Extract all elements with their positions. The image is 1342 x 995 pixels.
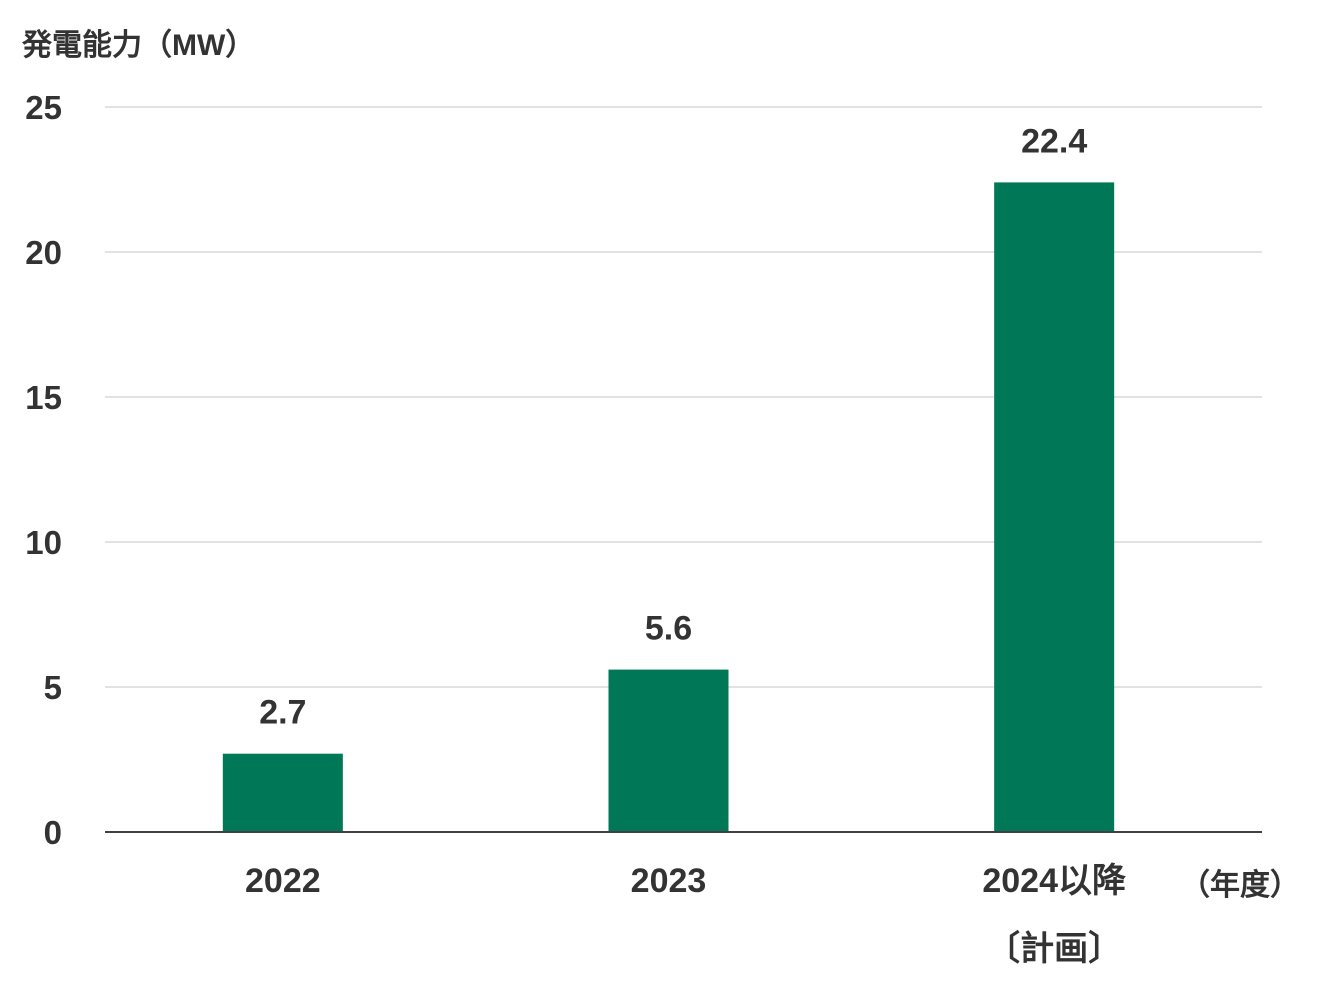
data-labels: 2.7 5.6 22.4 <box>259 122 1087 731</box>
x-category-sublabel: 〔計画〕 <box>986 929 1122 968</box>
y-tick-label: 0 <box>44 814 62 851</box>
y-tick-label: 10 <box>25 524 62 561</box>
x-axis-unit-label: （年度） <box>1180 868 1300 902</box>
y-tick-label: 5 <box>44 669 62 706</box>
bar-2024以降 <box>994 182 1115 832</box>
x-category-label: 2024以降 <box>982 862 1127 900</box>
bar-2023 <box>608 669 729 832</box>
y-tick-label: 20 <box>25 234 62 271</box>
y-axis-title: 発電能力（MW） <box>21 28 255 62</box>
y-tick-labels: 0 5 10 15 20 25 <box>25 89 62 851</box>
x-category-label: 2022 <box>245 862 321 900</box>
bar-2022 <box>222 753 343 832</box>
x-category-label: 2023 <box>631 862 707 900</box>
data-label: 22.4 <box>1021 122 1087 160</box>
bars <box>222 182 1115 832</box>
y-tick-label: 25 <box>25 89 62 126</box>
y-tick-label: 15 <box>25 379 62 416</box>
data-label: 5.6 <box>645 610 692 648</box>
x-category-labels: 2022 2023 2024以降〔計画〕 <box>245 862 1127 968</box>
data-label: 2.7 <box>259 694 306 732</box>
